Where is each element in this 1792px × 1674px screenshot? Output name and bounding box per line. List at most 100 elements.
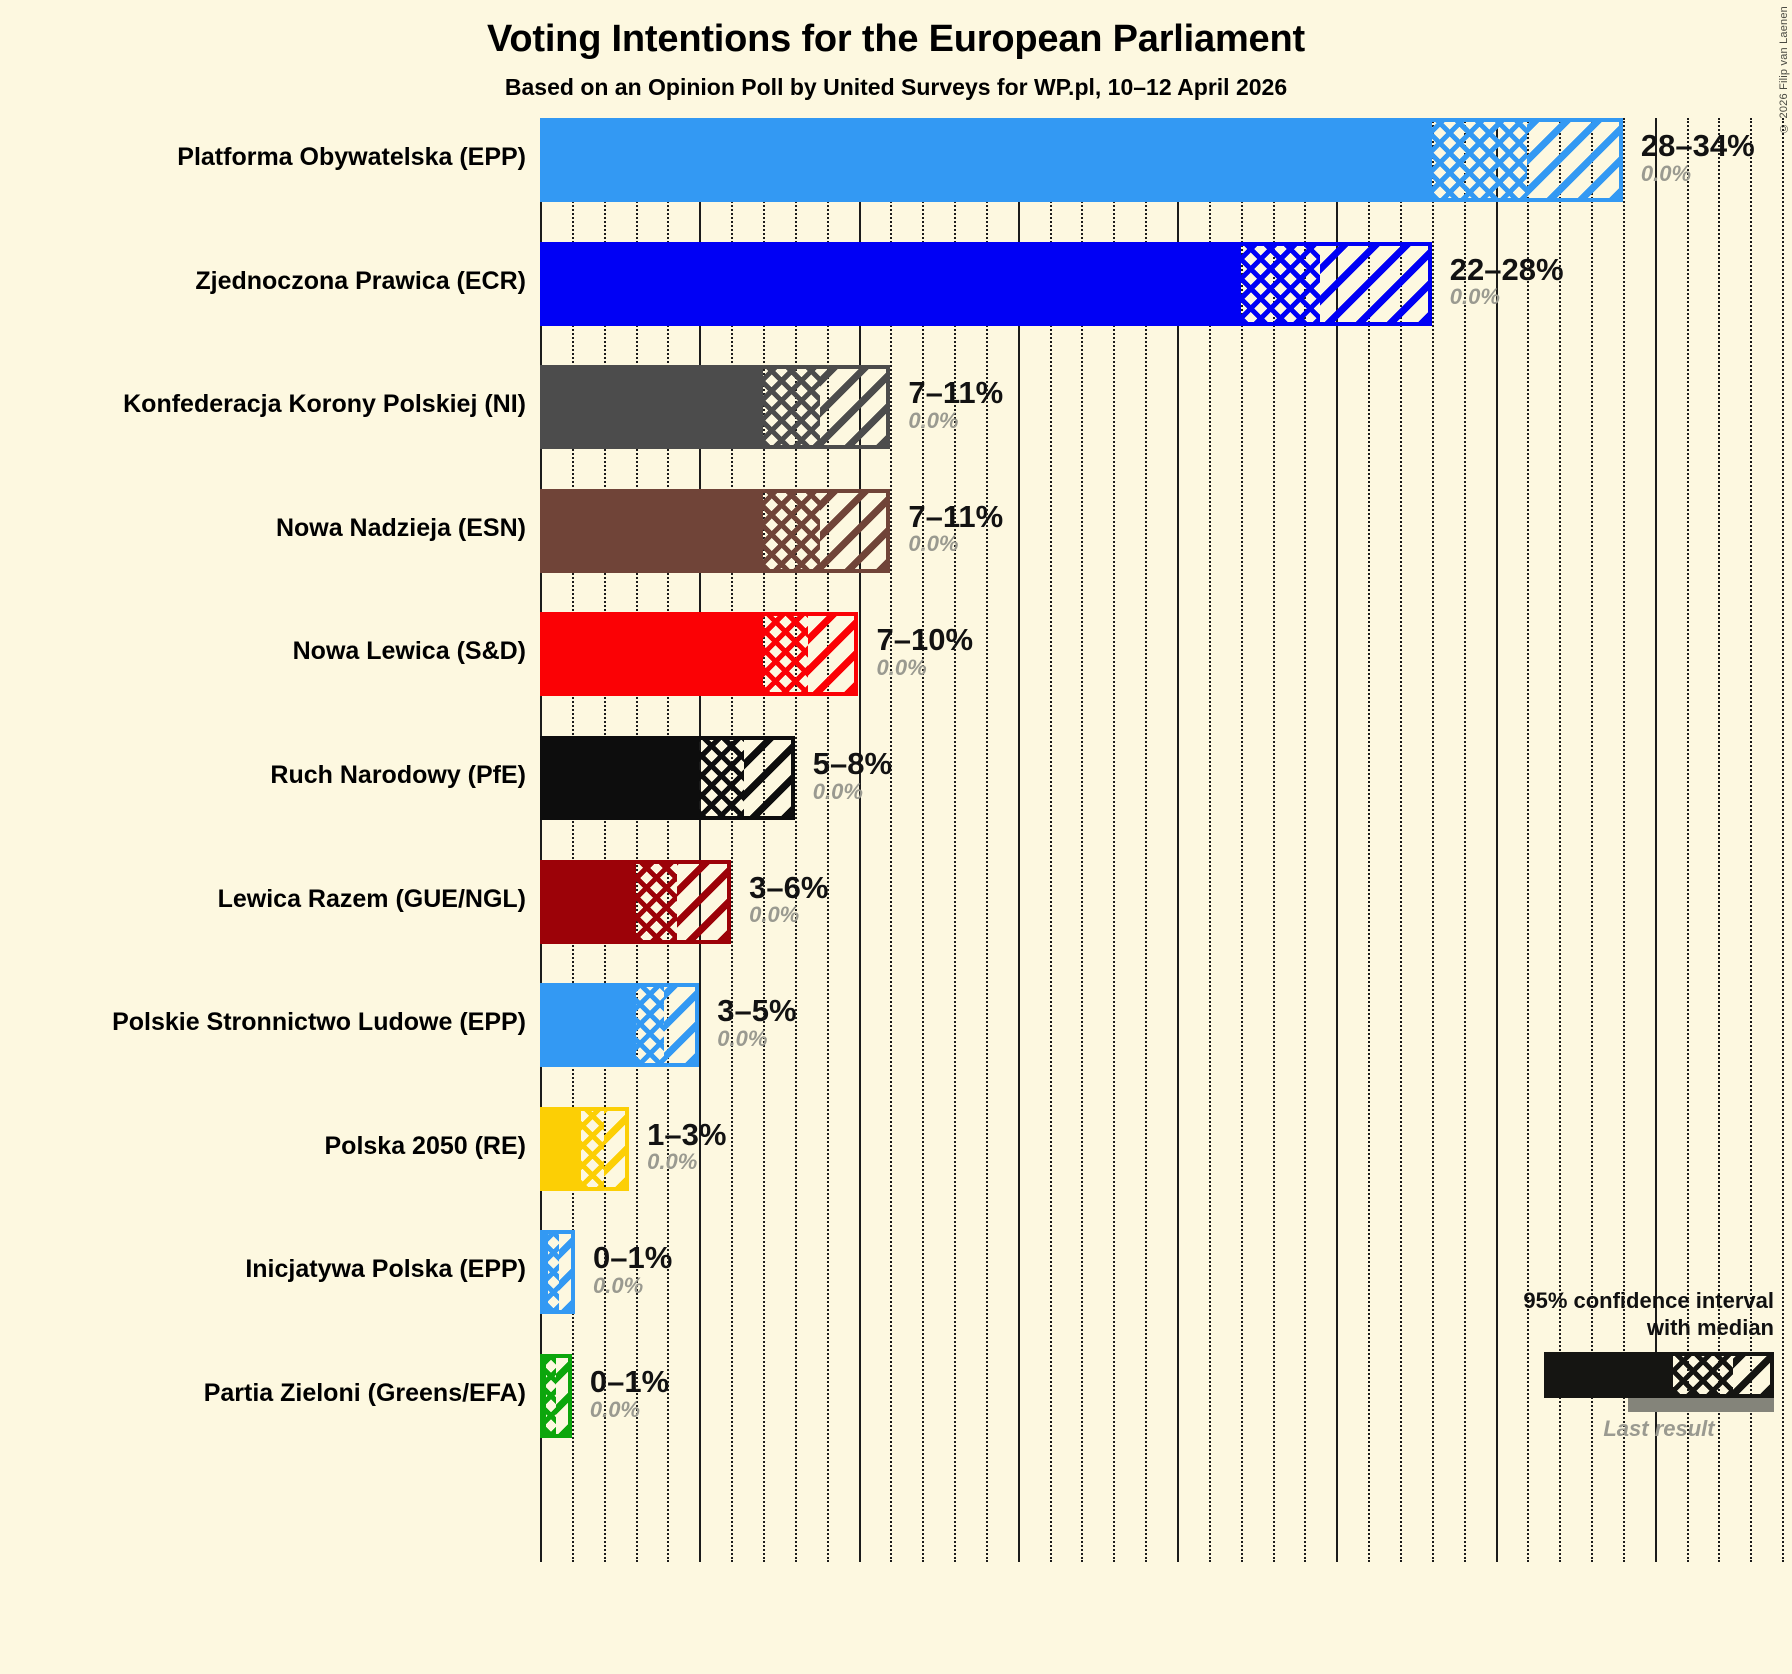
party-label: Polska 2050 (RE) <box>324 1131 527 1160</box>
gridline-minor <box>762 118 765 1562</box>
gridline-minor <box>1750 118 1753 1562</box>
value-label-group: 7–11% 0.0% <box>908 377 1003 432</box>
bar-segment-above-median <box>743 736 795 820</box>
value-label-group: 3–6% 0.0% <box>749 871 828 926</box>
legend-swatch-solid <box>1544 1351 1673 1398</box>
value-label-group: 0–1% 0.0% <box>590 1366 669 1421</box>
page-title: Voting Intentions for the European Parli… <box>487 18 1305 60</box>
confidence-interval-bar[interactable] <box>540 241 1432 326</box>
party-label: Polskie Stronnictwo Ludowe (EPP) <box>112 1008 526 1037</box>
confidence-interval-value: 28–34% <box>1640 128 1755 163</box>
party-label: Inicjatywa Polska (EPP) <box>245 1255 526 1284</box>
bar-segment-below-median <box>635 859 677 944</box>
confidence-interval-bar[interactable] <box>540 365 891 450</box>
confidence-interval-bar[interactable] <box>540 1106 630 1191</box>
gridline-minor <box>922 118 925 1562</box>
bar-segment-lower-bound <box>540 859 636 944</box>
bar-row <box>540 612 1792 697</box>
confidence-interval-value: 7–11% <box>908 498 1004 534</box>
bar-segment-above-median <box>555 1354 572 1438</box>
gridline-minor <box>1559 118 1562 1562</box>
bar-segment-lower-bound <box>540 365 763 450</box>
last-result-value: 0.0% <box>593 1273 644 1298</box>
confidence-interval-value: 22–28% <box>1449 251 1564 287</box>
gridline-minor <box>1399 118 1402 1562</box>
party-label: Zjednoczona Prawica (ECR) <box>195 266 526 295</box>
confidence-interval-value: 5–8% <box>812 746 893 781</box>
party-label: Partia Zieloni (Greens/EFA) <box>203 1379 526 1407</box>
gridline-major <box>1177 118 1179 1562</box>
confidence-interval-bar[interactable] <box>540 1354 572 1438</box>
gridline-minor <box>1113 118 1116 1562</box>
value-label-group: 1–3% 0.0% <box>647 1119 726 1174</box>
gridline-minor <box>1145 118 1148 1562</box>
gridline-minor <box>1049 118 1052 1562</box>
confidence-interval-bar[interactable] <box>540 612 859 697</box>
bar-segment-below-median <box>762 488 821 573</box>
bar-row <box>540 241 1792 326</box>
bar-segment-above-median <box>820 365 891 450</box>
bar-row <box>540 1106 1792 1191</box>
gridline-minor <box>826 118 829 1562</box>
gridline-minor <box>635 118 638 1562</box>
value-label-group: 28–34% 0.0% <box>1641 130 1755 185</box>
confidence-interval-value: 7–11% <box>908 375 1004 411</box>
gridline-major <box>1495 118 1498 1562</box>
confidence-interval-bar[interactable] <box>540 983 700 1068</box>
last-result-value: 0.0% <box>717 1025 768 1051</box>
confidence-interval-bar[interactable] <box>540 488 891 573</box>
bar-segment-above-median <box>1320 241 1432 326</box>
gridline-minor <box>1718 118 1721 1562</box>
party-label: Platforma Obywatelska (EPP) <box>177 143 526 171</box>
last-result-value: 0.0% <box>647 1149 698 1175</box>
party-label: Ruch Narodowy (PfE) <box>270 761 526 789</box>
bar-chart-plot-area <box>540 118 1792 1562</box>
bar-segment-above-median <box>676 859 732 944</box>
gridline-minor <box>1686 118 1689 1562</box>
legend-line-1: 95% confidence interval <box>1523 1288 1774 1313</box>
gridline-minor <box>667 118 670 1562</box>
bar-segment-lower-bound <box>540 118 1432 202</box>
last-result-value: 0.0% <box>1449 284 1500 310</box>
legend-last-result-label: Last result <box>1603 1415 1715 1441</box>
gridline-minor <box>794 118 797 1562</box>
confidence-interval-bar[interactable] <box>540 736 795 820</box>
bar-segment-lower-bound <box>540 736 700 820</box>
bar-row <box>540 983 1792 1068</box>
gridline-minor <box>954 118 957 1562</box>
gridline-minor <box>731 118 734 1562</box>
bar-segment-below-median <box>547 1230 560 1315</box>
bar-segment-below-median <box>1431 118 1528 202</box>
bar-segment-above-median <box>1527 118 1623 202</box>
legend-swatch-diag <box>1732 1351 1774 1398</box>
bar-segment-below-median <box>1240 241 1321 326</box>
gridline-minor <box>1782 118 1785 1562</box>
legend-interval-swatch <box>1544 1351 1774 1398</box>
bar-row <box>540 1354 1792 1438</box>
legend-line-2: with median <box>1646 1314 1774 1340</box>
bar-segment-lower-bound <box>540 1354 547 1438</box>
bar-segment-below-median <box>546 1354 556 1438</box>
confidence-interval-value: 7–10% <box>876 622 974 658</box>
confidence-interval-bar[interactable] <box>540 1230 576 1315</box>
party-label: Nowa Lewica (S&D) <box>292 637 526 666</box>
value-label-group: 7–10% 0.0% <box>877 624 974 679</box>
bar-segment-above-median <box>603 1106 630 1191</box>
confidence-interval-bar[interactable] <box>540 859 732 944</box>
value-label-group: 22–28% 0.0% <box>1449 251 1564 310</box>
bar-segment-below-median <box>762 612 808 697</box>
bar-row <box>540 365 1792 450</box>
gridline-minor <box>1240 118 1243 1562</box>
confidence-interval-bar[interactable] <box>540 118 1623 202</box>
gridline-minor <box>603 118 606 1562</box>
confidence-interval-value: 1–3% <box>647 1116 727 1152</box>
gridline-minor <box>1591 118 1594 1562</box>
gridline-minor <box>1081 118 1084 1562</box>
bar-row <box>540 118 1792 202</box>
confidence-interval-value: 0–1% <box>589 1364 670 1399</box>
value-label-group: 0–1% 0.0% <box>593 1242 672 1297</box>
gridline-major <box>540 118 542 1562</box>
last-result-value: 0.0% <box>908 531 959 557</box>
bar-segment-above-median <box>559 1230 576 1315</box>
gridline-minor <box>1431 118 1434 1562</box>
